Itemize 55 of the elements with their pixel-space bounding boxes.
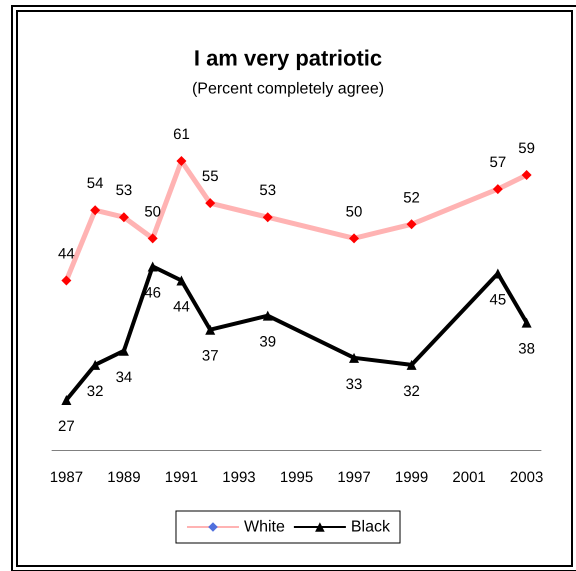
point (406, 219, 417, 230)
data-label: 27 (58, 418, 75, 435)
data-label: 34 (116, 368, 132, 386)
x-tick-label: 1991 (164, 469, 198, 486)
point (522, 170, 532, 180)
data-label: 50 (144, 203, 162, 220)
point (90, 205, 100, 216)
legend-label: White (244, 518, 285, 536)
data-label: 55 (202, 168, 219, 186)
x-tick-label: 1993 (222, 469, 256, 486)
point (118, 346, 129, 356)
data-label: 37 (202, 348, 219, 365)
x-tick-label: 2001 (452, 469, 486, 486)
data-label: 53 (116, 182, 132, 200)
data-label: 54 (86, 175, 104, 192)
data-label: 44 (173, 298, 190, 316)
point (492, 184, 503, 194)
data-label: 57 (490, 154, 506, 172)
data-label: 52 (403, 189, 420, 206)
point (406, 360, 417, 370)
point (205, 324, 216, 335)
point (349, 233, 360, 244)
point (118, 212, 129, 222)
point (176, 156, 186, 166)
point (262, 310, 273, 321)
data-label: 38 (518, 340, 535, 358)
data-label: 46 (144, 284, 162, 302)
point (262, 212, 273, 222)
point (349, 352, 360, 363)
point (61, 395, 72, 405)
data-label: 32 (403, 382, 420, 400)
point (205, 198, 216, 208)
x-tick-label: 1995 (280, 469, 314, 486)
chart-subtitle: (Percent completely agree) (192, 80, 384, 98)
chart-title: I am very patriotic (194, 46, 382, 70)
x-tick-label: 1999 (394, 469, 428, 486)
point (148, 233, 158, 244)
point (148, 261, 158, 272)
data-label: 45 (490, 291, 506, 308)
data-label: 61 (173, 126, 190, 143)
point (61, 276, 72, 286)
data-label: 39 (259, 334, 276, 351)
data-label: 59 (518, 140, 535, 158)
data-label: 44 (58, 246, 75, 262)
data-label: 53 (259, 182, 276, 200)
point (176, 276, 186, 286)
data-label: 50 (346, 203, 362, 220)
x-tick-label: 1987 (50, 469, 84, 486)
x-tick-label: 2003 (510, 469, 544, 486)
point (522, 318, 532, 328)
x-tick-label: 1989 (107, 469, 141, 486)
x-tick-label: 1997 (337, 469, 371, 486)
data-label: 32 (86, 382, 104, 400)
data-label: 33 (346, 376, 362, 393)
legend-label: Black (350, 518, 392, 536)
